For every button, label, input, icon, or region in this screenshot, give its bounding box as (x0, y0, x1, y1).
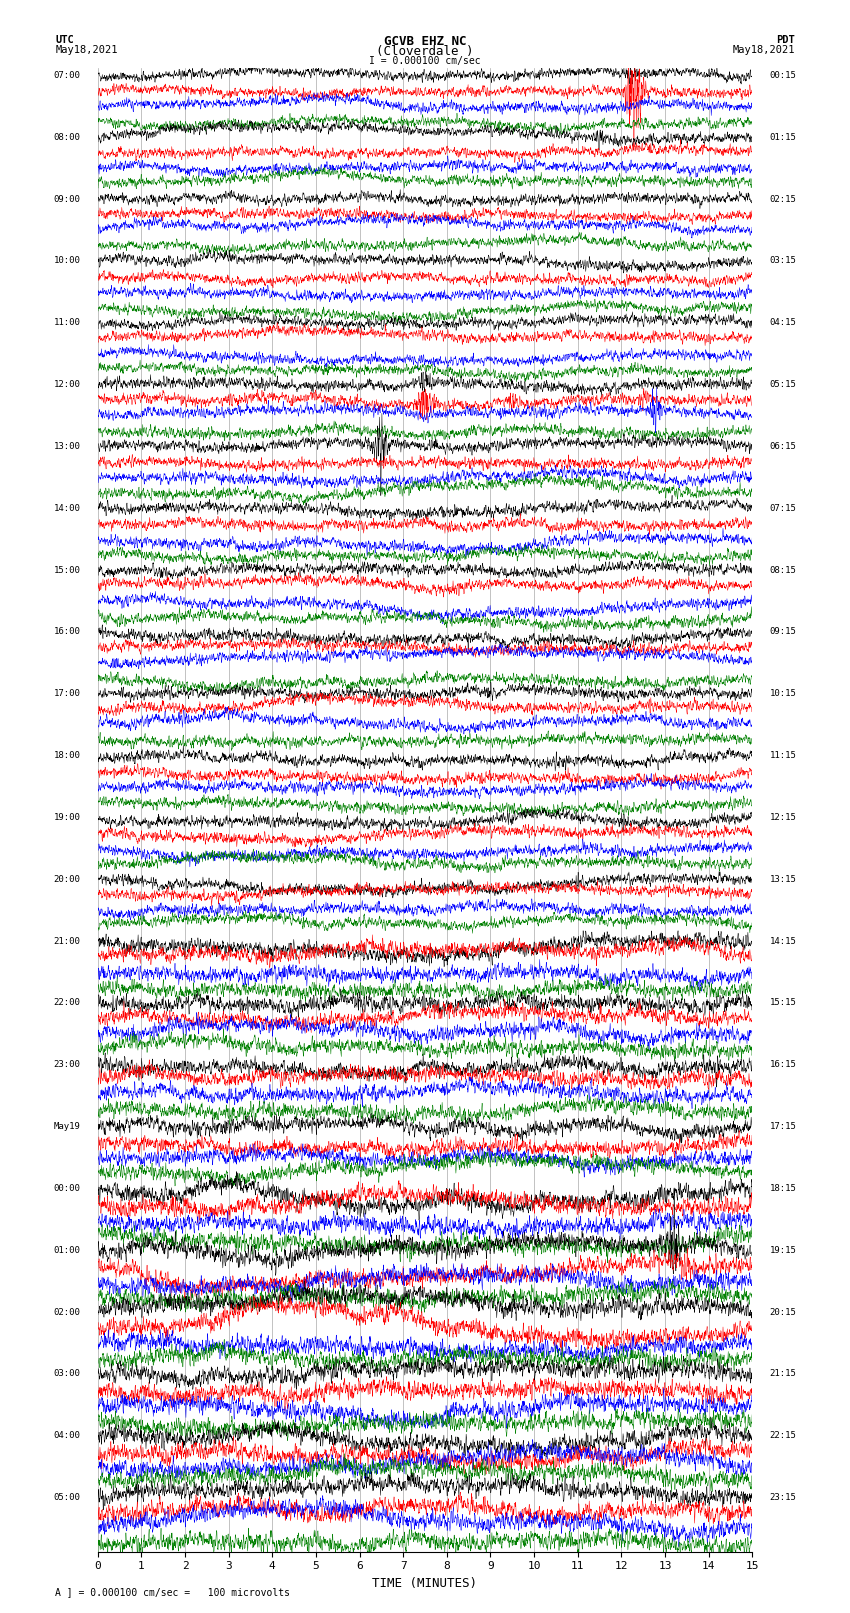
Text: 20:15: 20:15 (770, 1308, 796, 1316)
Text: May18,2021: May18,2021 (732, 45, 795, 55)
Text: 00:00: 00:00 (54, 1184, 80, 1194)
Text: 19:00: 19:00 (54, 813, 80, 823)
Text: 21:15: 21:15 (770, 1369, 796, 1379)
Text: 05:00: 05:00 (54, 1494, 80, 1502)
Text: 03:00: 03:00 (54, 1369, 80, 1379)
Text: 23:15: 23:15 (770, 1494, 796, 1502)
Text: 11:00: 11:00 (54, 318, 80, 327)
Text: 10:15: 10:15 (770, 689, 796, 698)
Text: 12:00: 12:00 (54, 381, 80, 389)
Text: 02:15: 02:15 (770, 195, 796, 203)
Text: 06:15: 06:15 (770, 442, 796, 452)
Text: 17:15: 17:15 (770, 1123, 796, 1131)
Text: May19: May19 (54, 1123, 80, 1131)
Text: UTC: UTC (55, 35, 74, 45)
Text: 10:00: 10:00 (54, 256, 80, 266)
Text: 01:15: 01:15 (770, 132, 796, 142)
Text: 14:00: 14:00 (54, 503, 80, 513)
Text: 23:00: 23:00 (54, 1060, 80, 1069)
Text: May18,2021: May18,2021 (55, 45, 118, 55)
Text: 09:00: 09:00 (54, 195, 80, 203)
Text: 07:15: 07:15 (770, 503, 796, 513)
Text: 07:00: 07:00 (54, 71, 80, 81)
Text: PDT: PDT (776, 35, 795, 45)
Text: 11:15: 11:15 (770, 752, 796, 760)
Text: GCVB EHZ NC: GCVB EHZ NC (383, 35, 467, 48)
Text: 13:00: 13:00 (54, 442, 80, 452)
Text: 12:15: 12:15 (770, 813, 796, 823)
Text: 01:00: 01:00 (54, 1245, 80, 1255)
Text: 16:00: 16:00 (54, 627, 80, 637)
Text: I = 0.000100 cm/sec: I = 0.000100 cm/sec (369, 56, 481, 66)
Text: 14:15: 14:15 (770, 937, 796, 945)
Text: 03:15: 03:15 (770, 256, 796, 266)
Text: 04:15: 04:15 (770, 318, 796, 327)
Text: 18:00: 18:00 (54, 752, 80, 760)
Text: 22:15: 22:15 (770, 1431, 796, 1440)
Text: A ] = 0.000100 cm/sec =   100 microvolts: A ] = 0.000100 cm/sec = 100 microvolts (55, 1587, 290, 1597)
Text: (Cloverdale ): (Cloverdale ) (377, 45, 473, 58)
Text: 04:00: 04:00 (54, 1431, 80, 1440)
Text: 16:15: 16:15 (770, 1060, 796, 1069)
Text: 00:15: 00:15 (770, 71, 796, 81)
Text: 15:15: 15:15 (770, 998, 796, 1008)
Text: 22:00: 22:00 (54, 998, 80, 1008)
X-axis label: TIME (MINUTES): TIME (MINUTES) (372, 1578, 478, 1590)
Text: 09:15: 09:15 (770, 627, 796, 637)
Text: 13:15: 13:15 (770, 874, 796, 884)
Text: 21:00: 21:00 (54, 937, 80, 945)
Text: 17:00: 17:00 (54, 689, 80, 698)
Text: 19:15: 19:15 (770, 1245, 796, 1255)
Text: 08:00: 08:00 (54, 132, 80, 142)
Text: 20:00: 20:00 (54, 874, 80, 884)
Text: 15:00: 15:00 (54, 566, 80, 574)
Text: 02:00: 02:00 (54, 1308, 80, 1316)
Text: 05:15: 05:15 (770, 381, 796, 389)
Text: 18:15: 18:15 (770, 1184, 796, 1194)
Text: 08:15: 08:15 (770, 566, 796, 574)
